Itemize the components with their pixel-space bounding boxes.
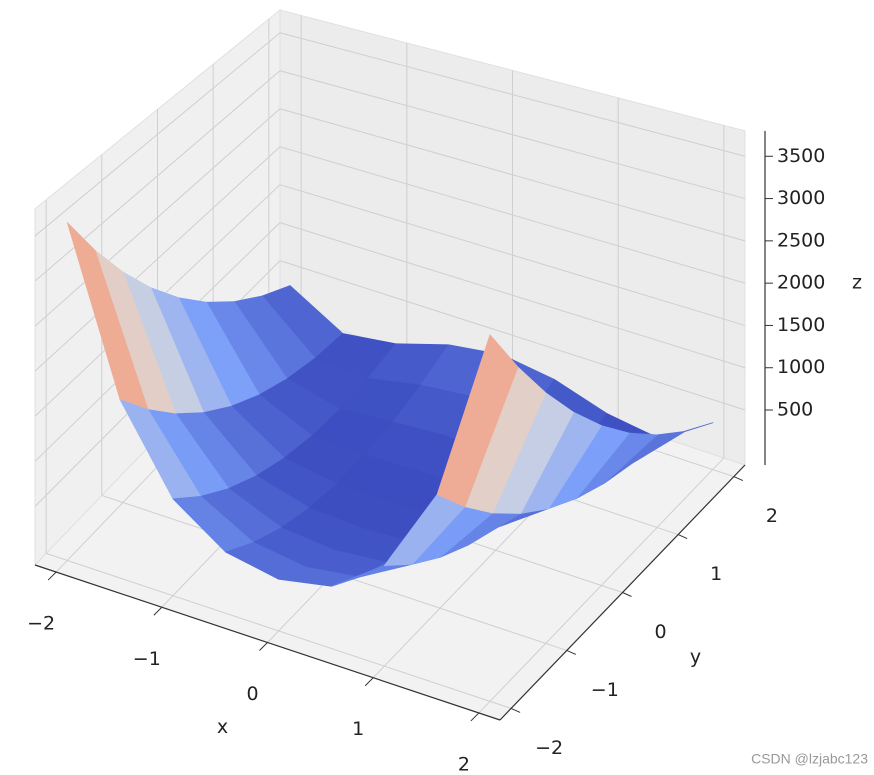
x-tick: [259, 642, 268, 651]
grid-line: [279, 32, 746, 157]
z-tick-label: 3000: [777, 187, 825, 209]
y-tick: [733, 476, 744, 482]
z-axis-label: z: [852, 271, 862, 293]
y-tick-label: 1: [710, 563, 722, 585]
grid-line: [279, 70, 746, 200]
z-tick-label: 1500: [777, 314, 825, 336]
y-axis-label: y: [690, 646, 701, 668]
grid-line: [279, 222, 746, 369]
grid-line: [45, 552, 512, 709]
grid-line: [279, 108, 746, 242]
z-tick-label: 2500: [777, 229, 825, 251]
y-tick: [566, 649, 577, 655]
x-tick: [364, 677, 374, 687]
y-tick-label: 2: [766, 505, 778, 527]
grid-line: [279, 184, 746, 326]
x-tick-label: −2: [27, 613, 55, 635]
z-tick-label: 2000: [777, 272, 825, 294]
surface-face: [436, 334, 519, 508]
z-tick-label: 500: [777, 399, 813, 421]
x-tick-label: 1: [352, 718, 364, 740]
z-tick-label: 1000: [777, 356, 825, 378]
y-tick: [510, 707, 521, 713]
x-axis-label: x: [217, 716, 228, 738]
grid-line: [279, 146, 746, 284]
y-tick: [677, 534, 688, 540]
x-tick-label: −1: [133, 648, 161, 670]
x-tick: [47, 571, 57, 581]
y-tick-label: −2: [535, 737, 563, 759]
y-tick-label: −1: [591, 679, 619, 701]
watermark: CSDN @lzjabc123: [751, 751, 868, 767]
x-tick: [153, 606, 163, 616]
grid-line: [34, 32, 281, 237]
grid-line: [279, 260, 746, 411]
x-tick-label: 2: [458, 753, 470, 775]
grid-line: [34, 146, 281, 372]
grid-line: [34, 108, 281, 327]
x-tick-label: 0: [246, 683, 258, 705]
x-tick: [470, 712, 480, 722]
y-tick-label: 0: [654, 621, 666, 643]
y-tick: [622, 592, 632, 597]
z-tick-label: 3500: [777, 145, 825, 167]
